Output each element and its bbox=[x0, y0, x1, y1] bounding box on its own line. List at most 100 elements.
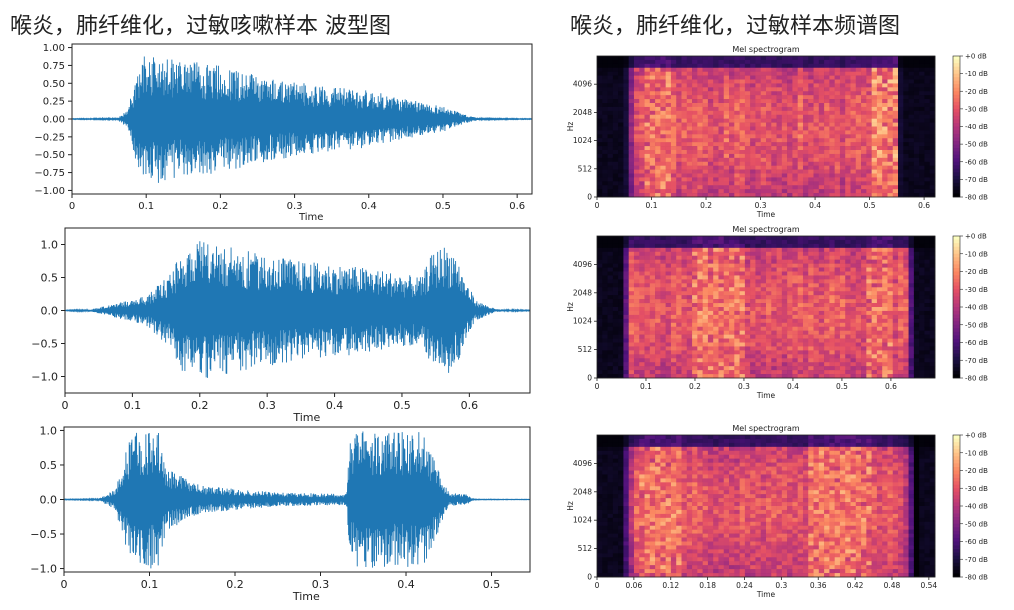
spectrogram-cell bbox=[808, 362, 814, 367]
x-tick-label: 0.2 bbox=[689, 382, 701, 391]
spectrogram-cell bbox=[871, 95, 878, 100]
spectrogram-cell bbox=[639, 165, 645, 170]
spectrogram-cell bbox=[681, 334, 688, 339]
spectrogram-cell bbox=[876, 358, 883, 363]
spectrogram-cell bbox=[850, 193, 857, 198]
spectrogram-cell bbox=[882, 346, 888, 351]
spectrogram-cell bbox=[839, 157, 846, 163]
spectrogram-cell bbox=[797, 303, 804, 308]
spectrogram-cell bbox=[750, 103, 756, 108]
spectrogram-cell bbox=[871, 169, 878, 174]
spectrogram-cell bbox=[660, 358, 666, 363]
spectrogram-cell bbox=[766, 350, 772, 355]
spectrogram-cell bbox=[660, 346, 666, 351]
spectrogram-cell bbox=[919, 247, 925, 253]
spectrogram-cell bbox=[919, 326, 925, 331]
spectrogram-cell bbox=[802, 314, 809, 320]
spectrogram-cell bbox=[602, 310, 608, 316]
spectrogram-cell bbox=[924, 126, 931, 131]
spectrogram-cell bbox=[850, 118, 857, 123]
spectrogram-cell bbox=[670, 287, 677, 292]
spectrogram-frame bbox=[596, 55, 936, 198]
spectrogram-cell bbox=[845, 370, 851, 375]
spectrogram-cell bbox=[618, 295, 624, 300]
spectrogram-cell bbox=[655, 318, 661, 324]
spectrogram-cell bbox=[776, 71, 783, 76]
spectrogram-cell bbox=[644, 173, 651, 178]
spectrogram-cell bbox=[607, 114, 614, 119]
spectrogram-cell bbox=[771, 118, 777, 123]
spectrogram-cell bbox=[623, 103, 629, 108]
spectrogram-cell bbox=[755, 110, 762, 116]
spectrogram-cell bbox=[776, 99, 783, 104]
spectrogram-cell bbox=[929, 307, 936, 312]
spectrogram-cell bbox=[834, 118, 841, 123]
spectrogram-cell bbox=[929, 267, 936, 272]
spectrogram-cell bbox=[919, 126, 925, 131]
spectrogram-cell bbox=[723, 122, 730, 127]
spectrogram-cell bbox=[771, 150, 777, 155]
spectrogram-cell bbox=[623, 56, 629, 61]
spectrogram-cell bbox=[892, 279, 899, 284]
spectrogram-cell bbox=[713, 243, 719, 249]
spectrogram-cell bbox=[839, 374, 846, 379]
spectrogram-cell bbox=[929, 71, 936, 76]
colorbar-cell bbox=[953, 314, 960, 318]
spectrogram-cell bbox=[692, 181, 698, 186]
spectrogram-cell bbox=[855, 110, 862, 116]
spectrogram-cell bbox=[681, 318, 688, 324]
spectrogram-cell bbox=[829, 153, 835, 159]
spectrogram-cell bbox=[898, 283, 904, 288]
spectrogram-cell bbox=[681, 239, 688, 245]
spectrogram-cell bbox=[718, 173, 725, 178]
spectrogram-cell bbox=[824, 189, 830, 194]
spectrogram-cell bbox=[876, 83, 883, 88]
spectrogram-cell bbox=[882, 56, 888, 61]
spectrogram-cell bbox=[750, 358, 756, 363]
y-axis-label: Hz bbox=[566, 302, 575, 312]
spectrogram-cell bbox=[618, 150, 624, 155]
spectrogram-cell bbox=[718, 106, 725, 112]
spectrogram-cell bbox=[924, 153, 931, 159]
spectrogram-cell bbox=[707, 275, 714, 280]
spectrogram-cell bbox=[697, 103, 703, 108]
spectrogram-cell bbox=[855, 271, 862, 276]
spectrogram-cell bbox=[760, 134, 767, 139]
spectrogram-cell bbox=[876, 346, 883, 351]
spectrogram-cell bbox=[670, 350, 677, 355]
spectrogram-cell bbox=[792, 247, 798, 253]
spectrogram-cell bbox=[612, 283, 619, 288]
spectrogram-cell bbox=[760, 126, 767, 131]
spectrogram-cell bbox=[839, 370, 846, 375]
x-tick-label: 0.6 bbox=[885, 382, 897, 391]
spectrogram-cell bbox=[776, 370, 783, 375]
spectrogram-cell bbox=[723, 291, 730, 296]
spectrogram-cell bbox=[750, 83, 756, 88]
spectrogram-cell bbox=[818, 263, 825, 268]
spectrogram-cell bbox=[866, 169, 872, 174]
spectrogram-cell bbox=[824, 307, 830, 312]
spectrogram-cell bbox=[744, 185, 751, 190]
spectrogram-cell bbox=[649, 295, 656, 300]
spectrogram-cell bbox=[750, 126, 756, 131]
spectrogram-cell bbox=[913, 374, 920, 379]
spectrogram-cell bbox=[644, 99, 651, 104]
spectrogram-cell bbox=[670, 165, 677, 170]
spectrogram-cell bbox=[639, 358, 645, 363]
spectrogram-cell bbox=[781, 118, 788, 123]
spectrogram-cell bbox=[766, 59, 772, 65]
spectrogram-cell bbox=[776, 87, 783, 92]
spectrogram-cell bbox=[908, 354, 915, 359]
spectrogram-cell bbox=[818, 106, 825, 112]
spectrogram-cell bbox=[903, 299, 909, 304]
colorbar-cell bbox=[953, 267, 960, 272]
spectrogram-cell bbox=[692, 87, 698, 92]
spectrogram-cell bbox=[781, 177, 788, 182]
spectrogram-cell bbox=[824, 267, 830, 272]
spectrogram-cell bbox=[908, 56, 915, 61]
spectrogram-cell bbox=[702, 56, 709, 61]
spectrogram-cell bbox=[887, 106, 894, 112]
spectrogram-cell bbox=[919, 239, 925, 245]
spectrogram-cell bbox=[665, 350, 672, 355]
spectrogram-cell bbox=[692, 291, 698, 296]
